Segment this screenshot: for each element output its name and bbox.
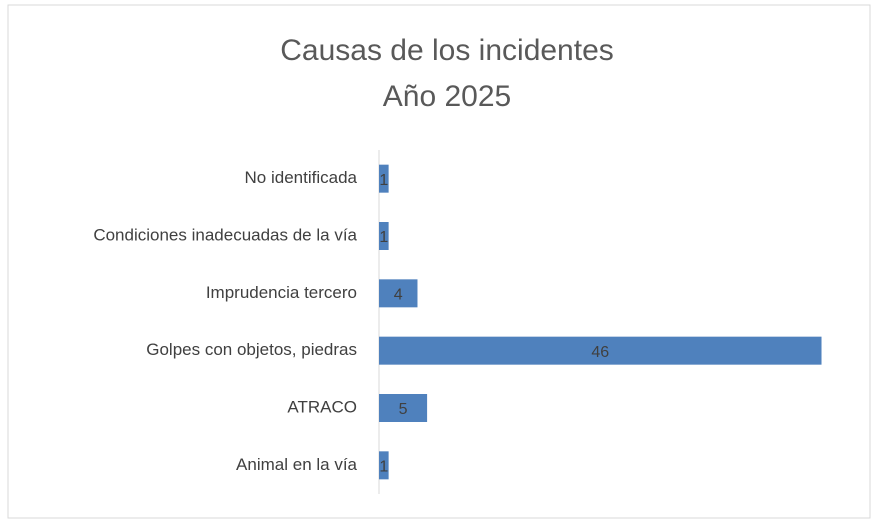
y-tick-label: Golpes con objetos, piedras bbox=[146, 340, 357, 359]
data-label: 46 bbox=[591, 344, 609, 361]
data-label: 4 bbox=[394, 287, 403, 304]
bar bbox=[379, 394, 428, 422]
chart-frame bbox=[7, 4, 871, 519]
chart-subtitle: Año 2025 bbox=[383, 80, 511, 113]
bar bbox=[379, 451, 389, 480]
bar bbox=[379, 164, 389, 193]
bar bbox=[379, 222, 389, 250]
y-tick-label: ATRACO bbox=[287, 397, 357, 416]
y-tick-label: No identificada bbox=[245, 168, 358, 187]
data-label: 5 bbox=[399, 401, 408, 418]
y-tick-label: Imprudencia tercero bbox=[206, 283, 357, 302]
bar bbox=[379, 279, 418, 308]
y-tick-label: Condiciones inadecuadas de la vía bbox=[93, 225, 357, 244]
y-tick-label: Animal en la vía bbox=[236, 455, 357, 474]
bar bbox=[379, 336, 822, 365]
chart-title: Causas de los incidentes bbox=[280, 34, 614, 67]
data-label: 1 bbox=[379, 459, 388, 476]
data-label: 1 bbox=[379, 229, 388, 246]
data-label: 1 bbox=[379, 172, 388, 189]
